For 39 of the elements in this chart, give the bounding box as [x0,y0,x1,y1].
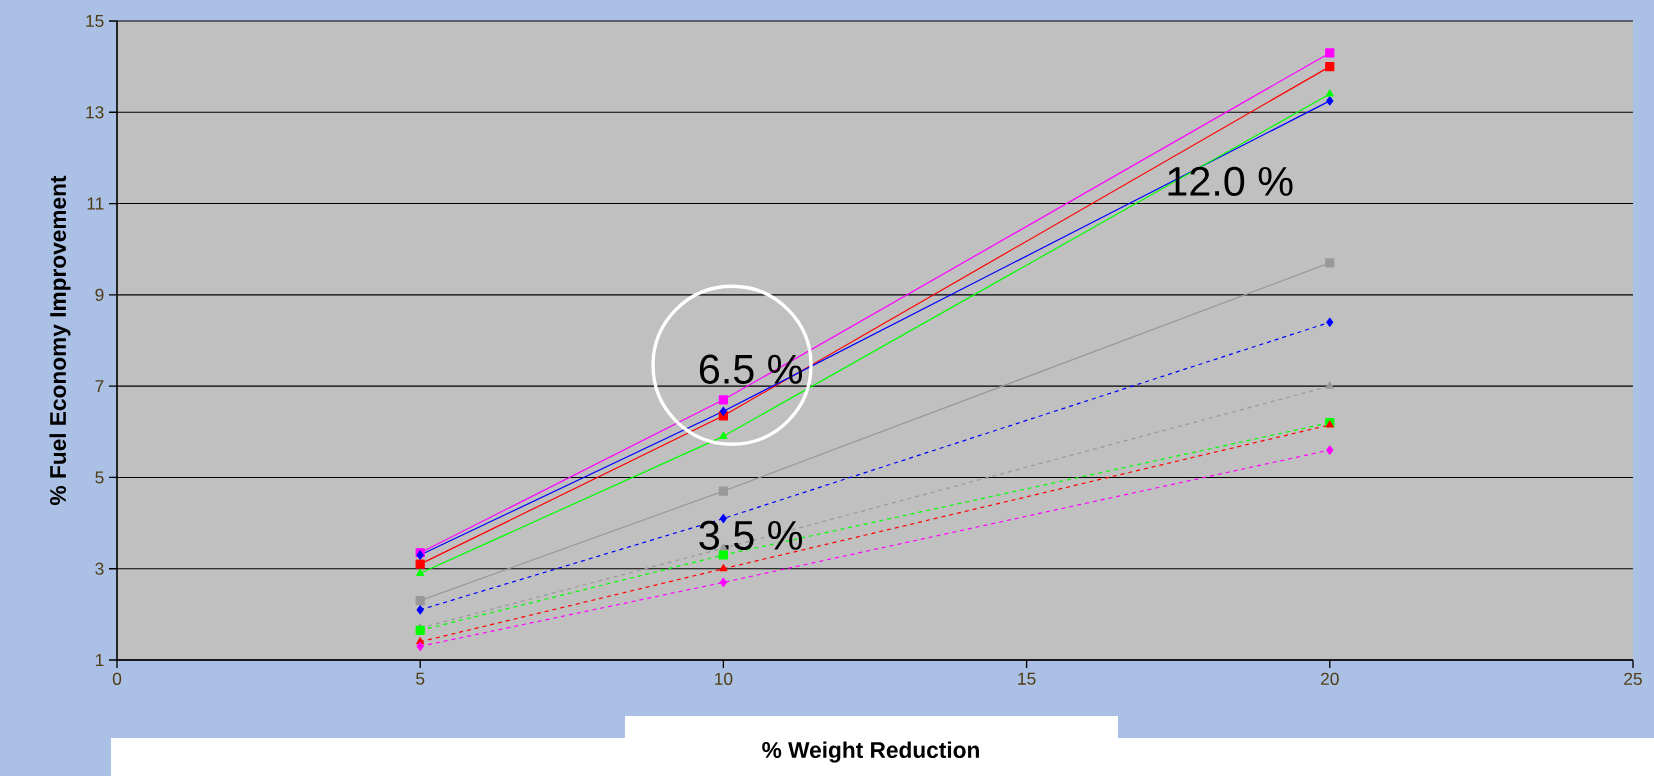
point [719,564,728,572]
x-tick-label: 25 [1624,672,1642,685]
y-tick-label: 7 [95,380,104,393]
x-tick-label: 20 [1321,672,1339,685]
point [415,625,425,635]
y-tick-label: 5 [95,471,104,484]
y-tick-label: 15 [86,14,104,28]
point [416,568,425,576]
point [415,559,425,569]
point [1325,258,1335,268]
point [719,406,727,416]
annotation: 12.0 % [1168,166,1293,197]
point [1326,96,1334,106]
y-axis-title: % Fuel Economy Improvement [49,175,71,505]
y-tick-label: 1 [95,654,104,666]
x-tick-label: 15 [1018,672,1036,685]
point [1325,48,1335,58]
point [719,577,727,588]
point [718,486,728,496]
point [416,605,424,615]
x-tick-label: 5 [416,672,425,685]
point [1325,381,1334,389]
point [415,596,425,606]
y-tick-label: 11 [87,197,104,210]
annotation: 3.5 % [699,520,803,551]
x-axis-title: % Weight Reduction [762,741,979,763]
point [719,431,728,439]
point [1326,445,1334,455]
y-tick-label: 13 [86,106,104,119]
x-tick-label: 0 [112,672,122,685]
point [718,395,728,405]
y-tick-label: 9 [95,288,104,301]
y-tick-label: 3 [95,562,104,575]
point [416,641,424,651]
point [718,550,728,560]
point [1326,317,1334,327]
x-tick-label: 10 [715,672,733,685]
point [1325,62,1335,72]
point [1325,89,1334,97]
